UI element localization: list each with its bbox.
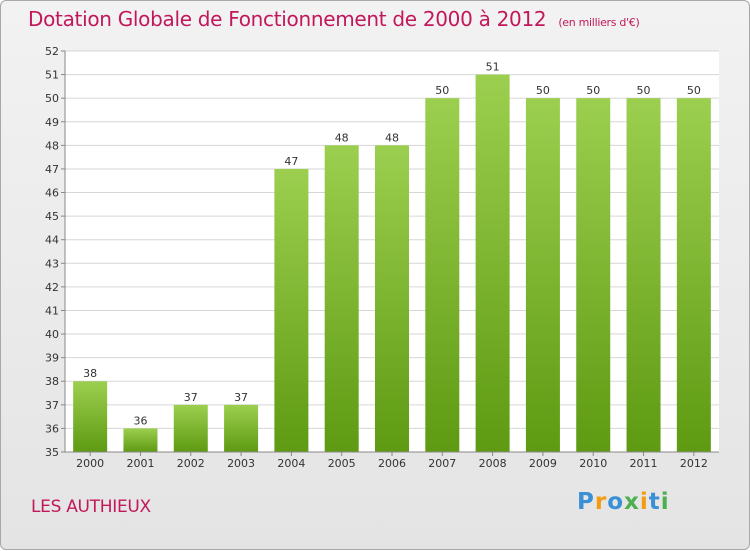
chart-title-text: Dotation Globale de Fonctionnement de 20…: [28, 7, 547, 31]
y-tick-label: 37: [45, 399, 59, 412]
y-tick-label: 43: [45, 257, 59, 270]
y-tick-label: 39: [45, 352, 59, 365]
bar-value-label: 50: [586, 84, 600, 97]
bar: [123, 428, 158, 452]
chart-title: Dotation Globale de Fonctionnement de 20…: [28, 7, 640, 31]
y-tick-label: 44: [45, 234, 59, 247]
bar: [425, 98, 460, 453]
bar: [676, 98, 711, 453]
bar: [576, 98, 611, 453]
x-tick-label: 2000: [76, 457, 104, 470]
y-tick-label: 42: [45, 281, 59, 294]
logo-letter: t: [648, 489, 661, 515]
bar-value-label: 36: [133, 414, 147, 427]
y-tick-label: 36: [45, 422, 59, 435]
bar: [525, 98, 560, 453]
x-tick-label: 2008: [479, 457, 507, 470]
y-tick-label: 48: [45, 139, 59, 152]
y-tick-label: 38: [45, 375, 59, 388]
bar-value-label: 47: [284, 155, 298, 168]
bar: [274, 168, 309, 453]
x-tick-label: 2006: [378, 457, 406, 470]
bar-value-label: 48: [335, 131, 349, 144]
bar-value-label: 48: [385, 131, 399, 144]
y-tick-label: 52: [45, 45, 59, 58]
bar-value-label: 37: [184, 391, 198, 404]
bar-value-label: 51: [486, 61, 500, 74]
y-tick-label: 51: [45, 69, 59, 82]
bar-value-label: 50: [536, 84, 550, 97]
y-tick-label: 46: [45, 187, 59, 200]
x-tick-label: 2011: [630, 457, 658, 470]
y-tick-label: 35: [45, 446, 59, 459]
bar-value-label: 50: [687, 84, 701, 97]
x-tick-label: 2010: [579, 457, 607, 470]
y-tick-label: 49: [45, 116, 59, 129]
bar-value-label: 37: [234, 391, 248, 404]
x-tick-label: 2012: [680, 457, 708, 470]
bar-value-label: 50: [435, 84, 449, 97]
bar: [73, 381, 108, 452]
bar: [475, 74, 510, 453]
bar-value-label: 50: [637, 84, 651, 97]
logo-letter: i: [639, 489, 649, 515]
bar: [375, 145, 409, 452]
y-tick-label: 50: [45, 92, 59, 105]
logo-letter: r: [594, 489, 608, 515]
x-tick-label: 2004: [277, 457, 305, 470]
bar: [224, 404, 259, 452]
x-tick-label: 2009: [529, 457, 557, 470]
y-tick-label: 45: [45, 210, 59, 223]
bar: [324, 145, 359, 452]
logo-letter: i: [660, 489, 670, 515]
logo-letter: P: [577, 489, 595, 515]
bar-value-label: 38: [83, 367, 97, 380]
logo-letter: o: [607, 489, 625, 515]
x-tick-label: 2003: [227, 457, 255, 470]
bar: [626, 98, 661, 453]
y-tick-label: 41: [45, 304, 59, 317]
logo-letter: x: [624, 489, 640, 515]
chart-unit-label: (en milliers d'€): [558, 16, 640, 29]
y-tick-label: 47: [45, 163, 59, 176]
bar: [173, 404, 208, 452]
commune-name: LES AUTHIEUX: [31, 497, 151, 517]
x-tick-label: 2005: [328, 457, 356, 470]
x-tick-label: 2007: [428, 457, 456, 470]
y-tick-label: 40: [45, 328, 59, 341]
x-tick-label: 2002: [177, 457, 205, 470]
proxiti-logo: Proxiti: [577, 489, 670, 515]
x-tick-label: 2001: [126, 457, 154, 470]
